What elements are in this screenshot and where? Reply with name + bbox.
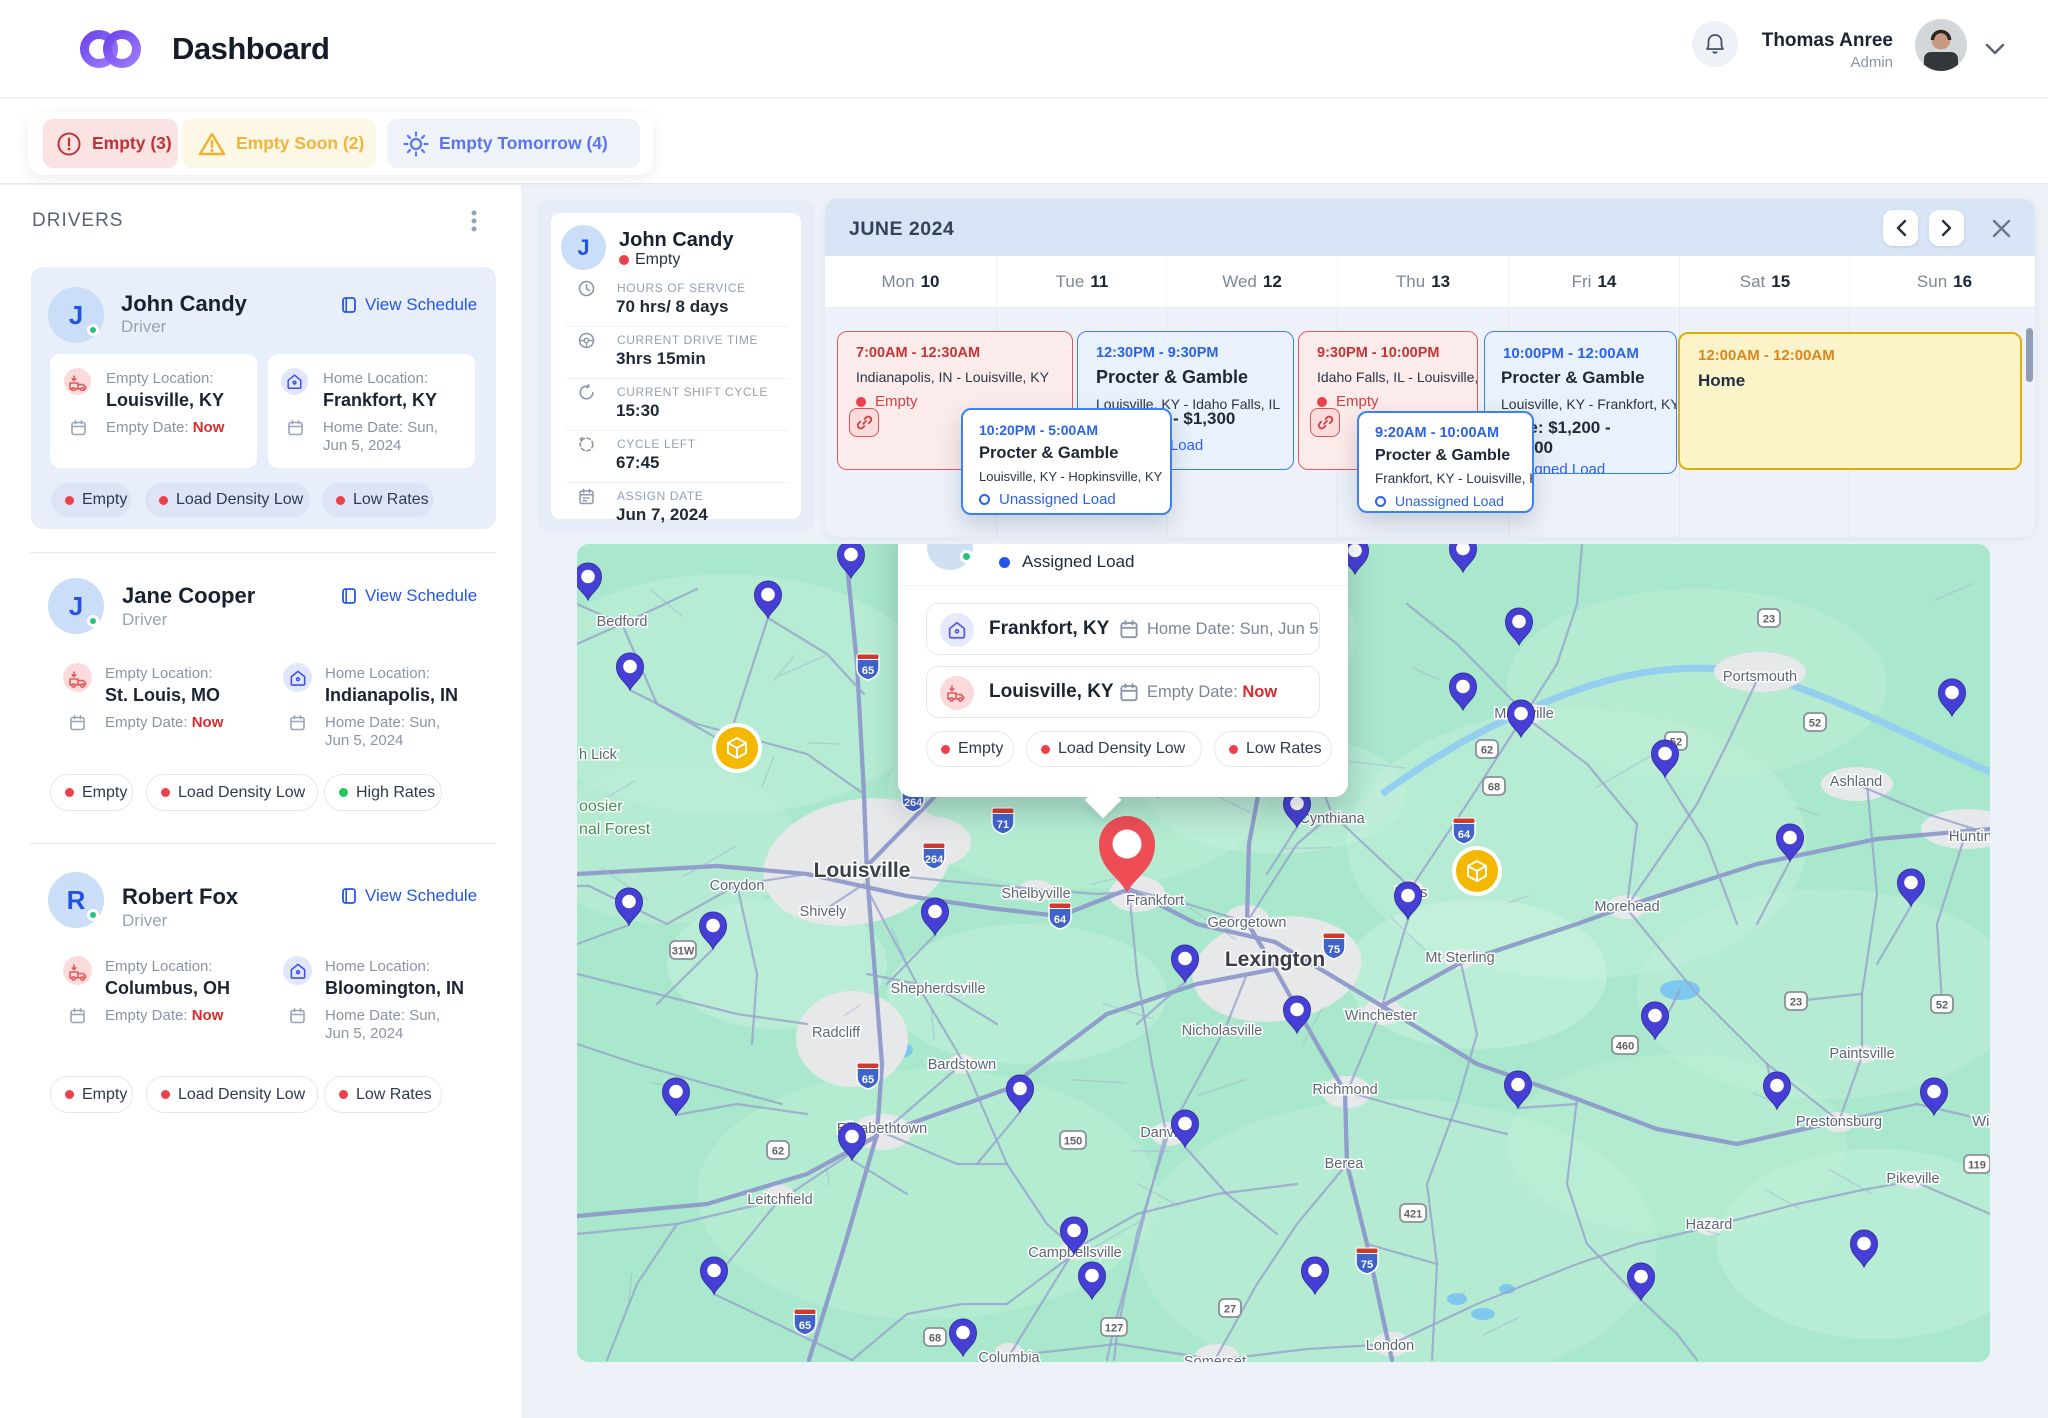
svg-text:68: 68 bbox=[929, 1333, 941, 1345]
svg-text:Bardstown: Bardstown bbox=[928, 1057, 997, 1073]
svg-text:27: 27 bbox=[1224, 1304, 1236, 1316]
svg-text:Hazard: Hazard bbox=[1686, 1217, 1733, 1233]
svg-text:127: 127 bbox=[1105, 1323, 1123, 1335]
svg-text:Cynthiana: Cynthiana bbox=[1299, 811, 1365, 827]
svg-text:75: 75 bbox=[1328, 944, 1340, 956]
svg-text:64: 64 bbox=[1054, 914, 1067, 926]
svg-text:23: 23 bbox=[1790, 997, 1802, 1009]
svg-text:Pikeville: Pikeville bbox=[1886, 1171, 1939, 1187]
svg-text:Radcliff: Radcliff bbox=[812, 1025, 861, 1041]
svg-text:264: 264 bbox=[925, 854, 944, 866]
svg-text:52: 52 bbox=[1936, 1000, 1948, 1012]
svg-text:Shively: Shively bbox=[800, 904, 847, 920]
svg-text:oosier: oosier bbox=[579, 798, 623, 815]
svg-text:Frankfort: Frankfort bbox=[1126, 893, 1184, 909]
svg-text:75: 75 bbox=[1361, 1259, 1373, 1271]
svg-text:264: 264 bbox=[904, 797, 923, 809]
svg-text:460: 460 bbox=[1616, 1041, 1634, 1053]
svg-text:23: 23 bbox=[1763, 614, 1775, 626]
svg-text:Will: Will bbox=[1972, 1113, 1990, 1130]
svg-text:Shepherdsville: Shepherdsville bbox=[890, 981, 985, 997]
svg-text:Nicholasville: Nicholasville bbox=[1182, 1023, 1263, 1039]
svg-text:Paintsville: Paintsville bbox=[1829, 1046, 1894, 1062]
svg-text:31W: 31W bbox=[672, 946, 695, 958]
svg-text:421: 421 bbox=[1404, 1209, 1422, 1221]
svg-text:Shelbyville: Shelbyville bbox=[1001, 886, 1070, 902]
svg-text:62: 62 bbox=[1481, 745, 1493, 757]
svg-text:Leitchfield: Leitchfield bbox=[747, 1192, 812, 1208]
svg-text:Winchester: Winchester bbox=[1345, 1008, 1418, 1024]
svg-text:Berea: Berea bbox=[1325, 1156, 1365, 1172]
svg-text:119: 119 bbox=[1968, 1160, 1986, 1172]
svg-text:Somerset: Somerset bbox=[1184, 1354, 1246, 1362]
svg-text:Louisville: Louisville bbox=[814, 859, 911, 882]
svg-text:Columbia: Columbia bbox=[978, 1350, 1040, 1362]
svg-text:Georgetown: Georgetown bbox=[1208, 915, 1287, 931]
svg-text:Lexington: Lexington bbox=[1225, 948, 1325, 971]
svg-text:52: 52 bbox=[1809, 718, 1821, 730]
svg-text:150: 150 bbox=[1064, 1136, 1082, 1148]
svg-text:65: 65 bbox=[799, 1320, 811, 1332]
svg-text:nal Forest: nal Forest bbox=[579, 821, 651, 838]
svg-text:h Lick: h Lick bbox=[579, 747, 618, 763]
svg-text:65: 65 bbox=[862, 1074, 874, 1086]
svg-text:Ashland: Ashland bbox=[1830, 774, 1882, 790]
svg-text:65: 65 bbox=[862, 665, 874, 677]
svg-text:Portsmouth: Portsmouth bbox=[1723, 669, 1797, 685]
svg-text:64: 64 bbox=[1458, 829, 1471, 841]
svg-text:68: 68 bbox=[1488, 782, 1500, 794]
svg-text:London: London bbox=[1366, 1338, 1414, 1354]
svg-text:Bedford: Bedford bbox=[597, 614, 648, 630]
svg-text:62: 62 bbox=[772, 1146, 784, 1158]
svg-text:71: 71 bbox=[997, 819, 1009, 831]
svg-text:Mt Sterling: Mt Sterling bbox=[1425, 950, 1494, 966]
svg-text:Richmond: Richmond bbox=[1312, 1082, 1377, 1098]
svg-text:Huntington: Huntington bbox=[1949, 828, 1990, 845]
svg-text:Morehead: Morehead bbox=[1594, 899, 1659, 915]
svg-text:Corydon: Corydon bbox=[710, 878, 765, 894]
svg-text:Prestonsburg: Prestonsburg bbox=[1796, 1114, 1882, 1130]
